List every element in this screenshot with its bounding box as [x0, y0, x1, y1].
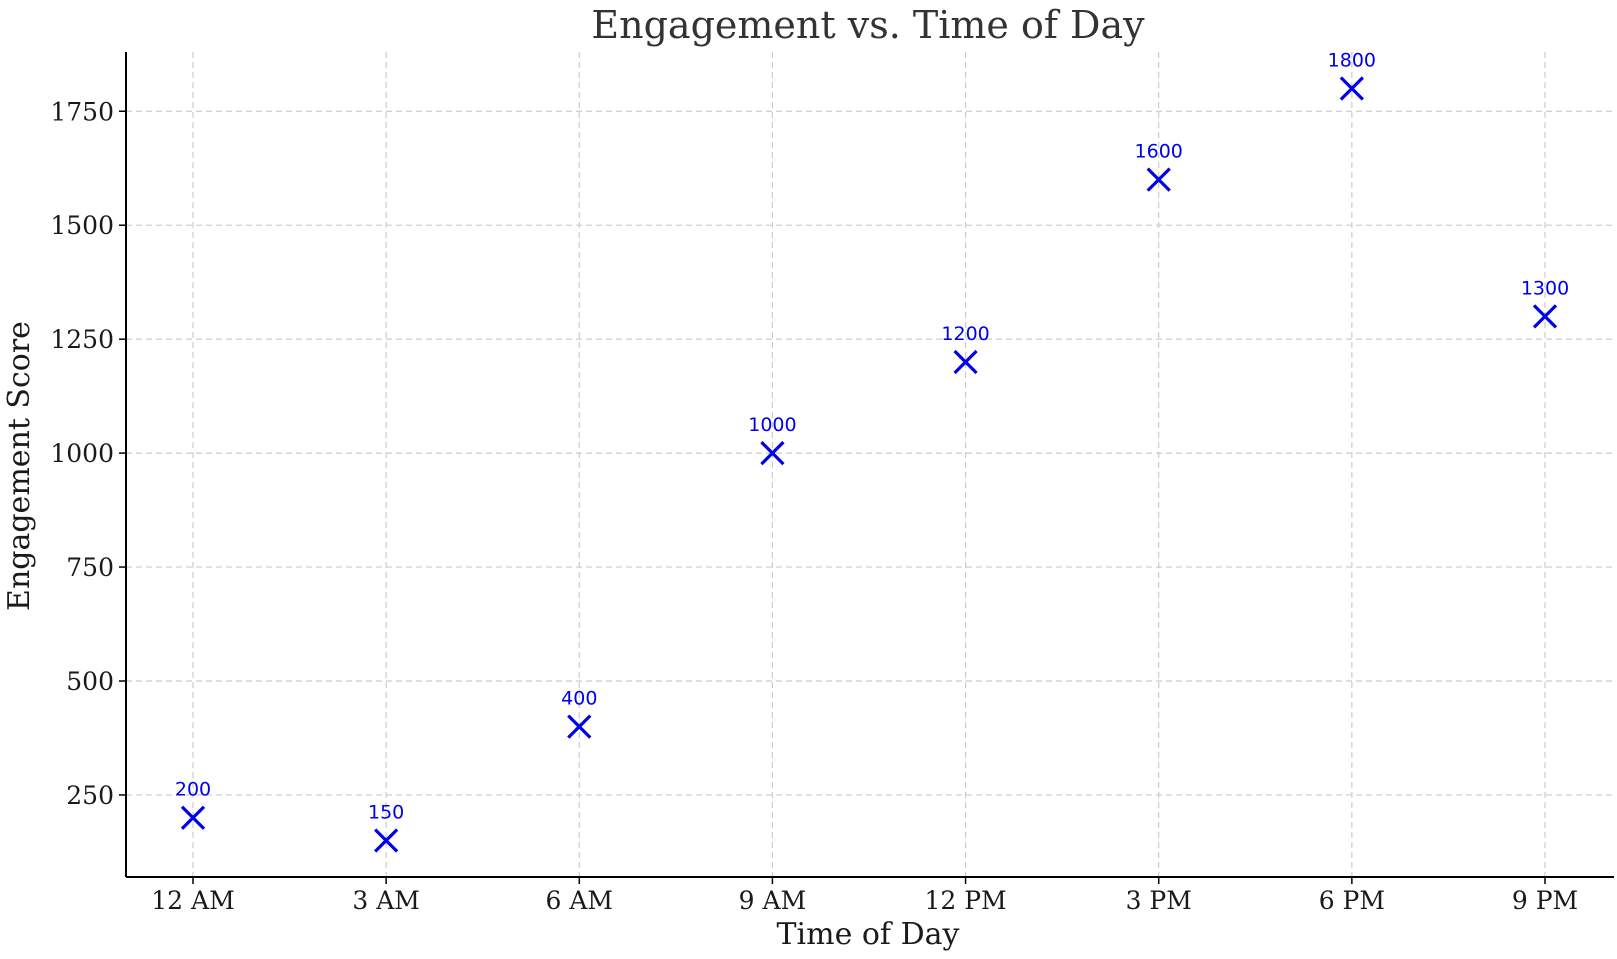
x-marker [567, 714, 592, 739]
data-label: 1000 [748, 414, 796, 436]
data-label: 1800 [1328, 49, 1376, 71]
y-tick-label: 1750 [50, 97, 114, 126]
data-point: 1200 [941, 323, 990, 375]
x-tick-label: 3 AM [352, 886, 420, 915]
data-label: 200 [175, 779, 211, 801]
x-marker [374, 828, 399, 853]
data-label: 1300 [1521, 277, 1569, 299]
x-marker [1146, 167, 1171, 192]
axes-layer: 12 AM 3 AM 6 AM 9 AM 12 PM 3 PM 6 PM 9 PM 250 500… [50, 52, 1614, 915]
data-point: 400 [561, 688, 597, 739]
data-point: 200 [175, 779, 211, 830]
data-label: 400 [561, 688, 597, 710]
data-point: 1800 [1328, 49, 1376, 101]
chart-title: Engagement vs. Time of Day [591, 3, 1145, 47]
x-tick-label: 12 AM [151, 886, 234, 915]
data-label: 150 [368, 802, 404, 824]
data-point: 1300 [1521, 277, 1569, 329]
y-tick-label: 1000 [50, 439, 114, 468]
x-marker [1339, 76, 1364, 101]
x-marker [1532, 304, 1558, 329]
x-marker [760, 440, 785, 466]
points-layer: 200 150 400 1000 1200 1600 1800 1300 [175, 49, 1569, 853]
x-tick-label: 6 AM [546, 886, 614, 915]
data-label: 1200 [941, 323, 989, 345]
x-tick-label: 6 PM [1319, 886, 1385, 915]
y-tick-label: 500 [66, 667, 114, 696]
data-point: 1000 [748, 414, 797, 466]
x-tick-label: 9 PM [1512, 886, 1578, 915]
grid-layer [126, 52, 1614, 877]
x-marker [953, 349, 978, 375]
y-tick-label: 750 [66, 553, 114, 582]
y-axis-label: Engagement Score [2, 321, 37, 611]
x-tick-label: 3 PM [1126, 886, 1192, 915]
data-point: 1600 [1135, 141, 1183, 192]
y-tick-label: 250 [66, 781, 114, 810]
x-tick-label: 12 PM [924, 886, 1006, 915]
x-tick-label: 9 AM [739, 886, 807, 915]
y-tick-label: 1500 [50, 211, 114, 240]
x-marker [180, 805, 206, 830]
y-tick-label: 1250 [50, 325, 114, 354]
x-axis-label: Time of Day [777, 917, 960, 952]
data-point: 150 [368, 802, 404, 853]
data-label: 1600 [1135, 141, 1183, 163]
